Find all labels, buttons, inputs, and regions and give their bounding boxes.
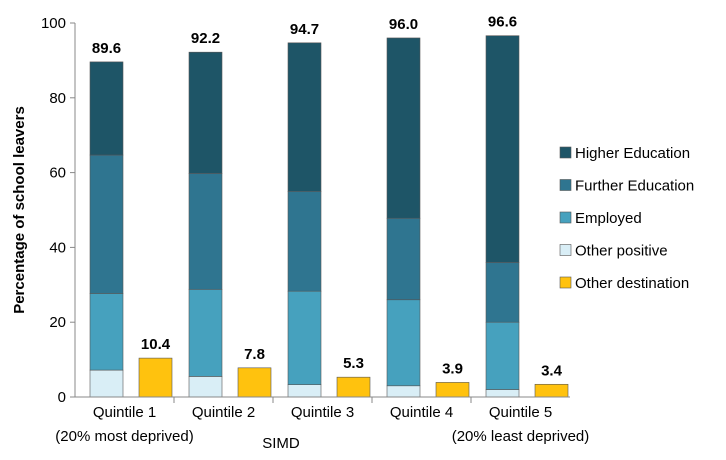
legend-swatch-higher-education [559,146,572,159]
bar-higher-education [485,35,520,263]
bar-other-positive [287,384,322,398]
bar-employed [188,288,223,377]
y-tick-label: 0 [58,389,66,406]
other-destination-label: 5.3 [343,355,364,372]
legend-label-employed: Employed [575,210,642,227]
bar-other-positive [188,376,223,398]
stack-total-label: 89.6 [92,40,121,57]
x-axis-title: SIMD [262,435,300,452]
bar-other-destination [138,357,173,398]
legend-label-higher-education: Higher Education [575,145,690,162]
legend-swatch-other-positive [559,244,572,256]
bar-other-destination [534,383,569,398]
category-label: Quintile 5 [489,404,552,421]
legend-swatch-other-destination [559,276,572,289]
bar-higher-education [89,61,124,156]
bar-employed [485,321,520,390]
y-tick-label: 60 [49,165,66,182]
y-tick-label: 100 [41,15,66,32]
category-label: Quintile 1 [93,404,156,421]
legend-swatch-employed [559,211,572,224]
bar-other-positive [485,389,520,398]
bar-further-education [386,217,421,301]
other-destination-label: 3.4 [541,362,563,379]
other-destination-label: 10.4 [141,336,171,353]
bar-employed [89,293,124,371]
bar-further-education [485,262,520,323]
other-destination-label: 7.8 [244,346,265,363]
bar-other-positive [89,369,124,398]
bar-higher-education [287,42,322,192]
bar-higher-education [386,37,421,219]
other-destination-label: 3.9 [442,360,463,377]
bar-further-education [287,191,322,292]
bar-other-destination [237,367,272,398]
category-sublabel: (20% most deprived) [55,428,193,445]
legend-label-further-education: Further Education [575,178,694,195]
legend-swatch-further-education [559,179,572,191]
bar-employed [386,299,421,387]
stack-total-label: 96.6 [488,14,517,31]
y-axis-title: Percentage of school leavers [11,106,28,314]
bar-other-positive [386,385,421,398]
bar-other-destination [336,376,371,398]
stack-total-label: 92.2 [191,30,220,47]
y-tick-label: 20 [49,314,66,331]
legend-label-other-positive: Other positive [575,243,668,260]
bar-higher-education [188,51,223,174]
legend-label-other-destination: Other destination [575,275,689,292]
y-tick-label: 40 [49,239,66,256]
bar-further-education [188,173,223,290]
bar-other-destination [435,382,470,398]
bar-further-education [89,154,124,294]
category-label: Quintile 4 [390,404,453,421]
stack-total-label: 96.0 [389,16,418,33]
y-tick-label: 80 [49,90,66,107]
bar-employed [287,290,322,385]
category-label: Quintile 3 [291,404,354,421]
stack-total-label: 94.7 [290,21,319,38]
category-label: Quintile 2 [192,404,255,421]
category-sublabel: (20% least deprived) [452,428,590,445]
